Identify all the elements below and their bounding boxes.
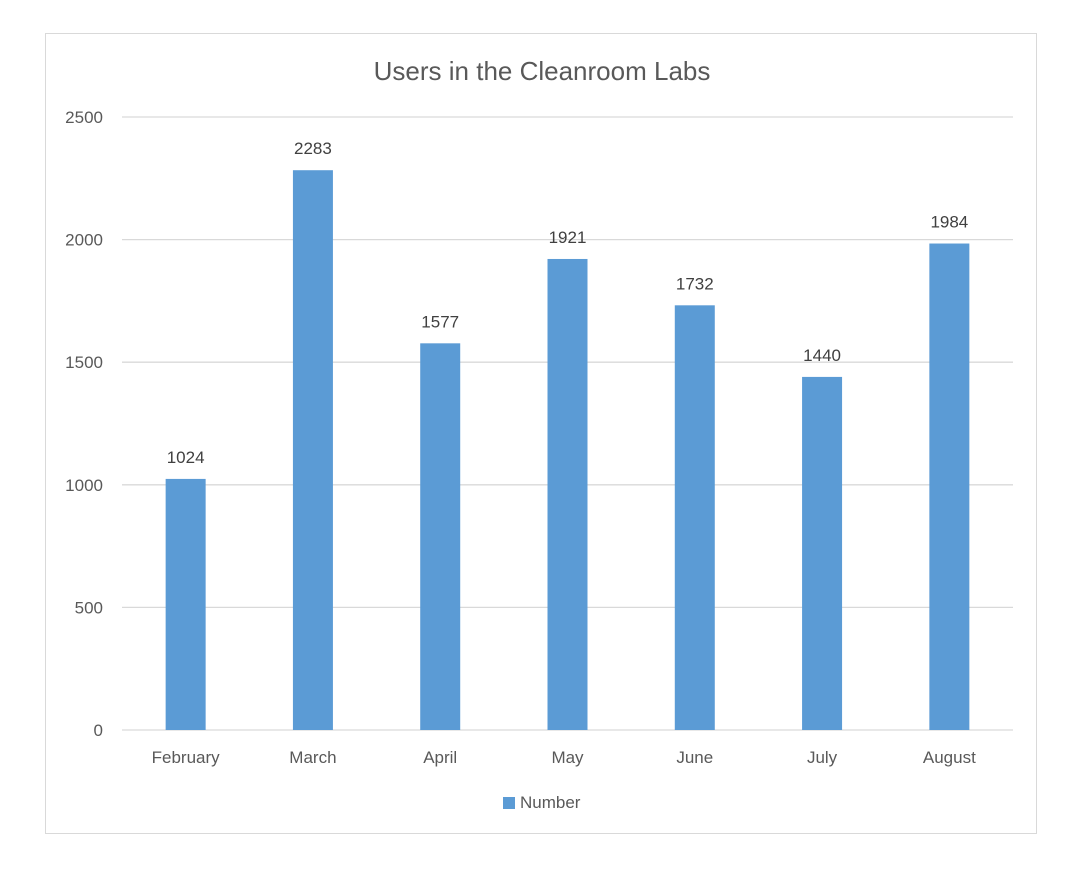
y-tick-label: 1500: [65, 353, 103, 372]
bar-august: [929, 243, 970, 730]
y-tick-label: 2000: [65, 231, 103, 250]
bar-may: [547, 258, 588, 730]
data-label-august: 1984: [930, 213, 968, 232]
bar-april: [420, 343, 461, 730]
bars: [165, 170, 970, 731]
y-tick-label: 2500: [65, 108, 103, 127]
x-tick-label-july: July: [807, 748, 838, 767]
y-tick-label: 1000: [65, 476, 103, 495]
bar-march: [292, 170, 333, 731]
data-label-april: 1577: [421, 312, 459, 331]
x-tick-label-march: March: [289, 748, 336, 767]
legend-label-number: Number: [520, 793, 581, 812]
data-label-march: 2283: [294, 139, 332, 158]
legend: Number: [503, 793, 581, 812]
y-axis-ticks: 0 500 1000 1500 2000 2500: [65, 108, 103, 740]
data-label-may: 1921: [549, 228, 587, 247]
bar-july: [802, 376, 843, 730]
data-label-february: 1024: [167, 448, 205, 467]
chart-frame: [45, 33, 1037, 834]
legend-swatch-number: [503, 797, 515, 809]
y-tick-label: 0: [94, 721, 103, 740]
x-tick-label-may: May: [551, 748, 584, 767]
chart-title: Users in the Cleanroom Labs: [374, 56, 711, 86]
x-tick-label-june: June: [676, 748, 713, 767]
bar-june: [674, 305, 715, 730]
x-axis-ticks: February March April May June July August: [152, 748, 976, 767]
x-tick-label-february: February: [152, 748, 221, 767]
data-labels: 1024 2283 1577 1921 1732 1440 1984: [167, 139, 969, 467]
data-label-july: 1440: [803, 346, 841, 365]
gridlines: [122, 116, 1013, 731]
x-tick-label-august: August: [923, 748, 976, 767]
data-label-june: 1732: [676, 274, 714, 293]
bar-february: [165, 478, 206, 730]
x-tick-label-april: April: [423, 748, 457, 767]
y-tick-label: 500: [75, 598, 103, 617]
